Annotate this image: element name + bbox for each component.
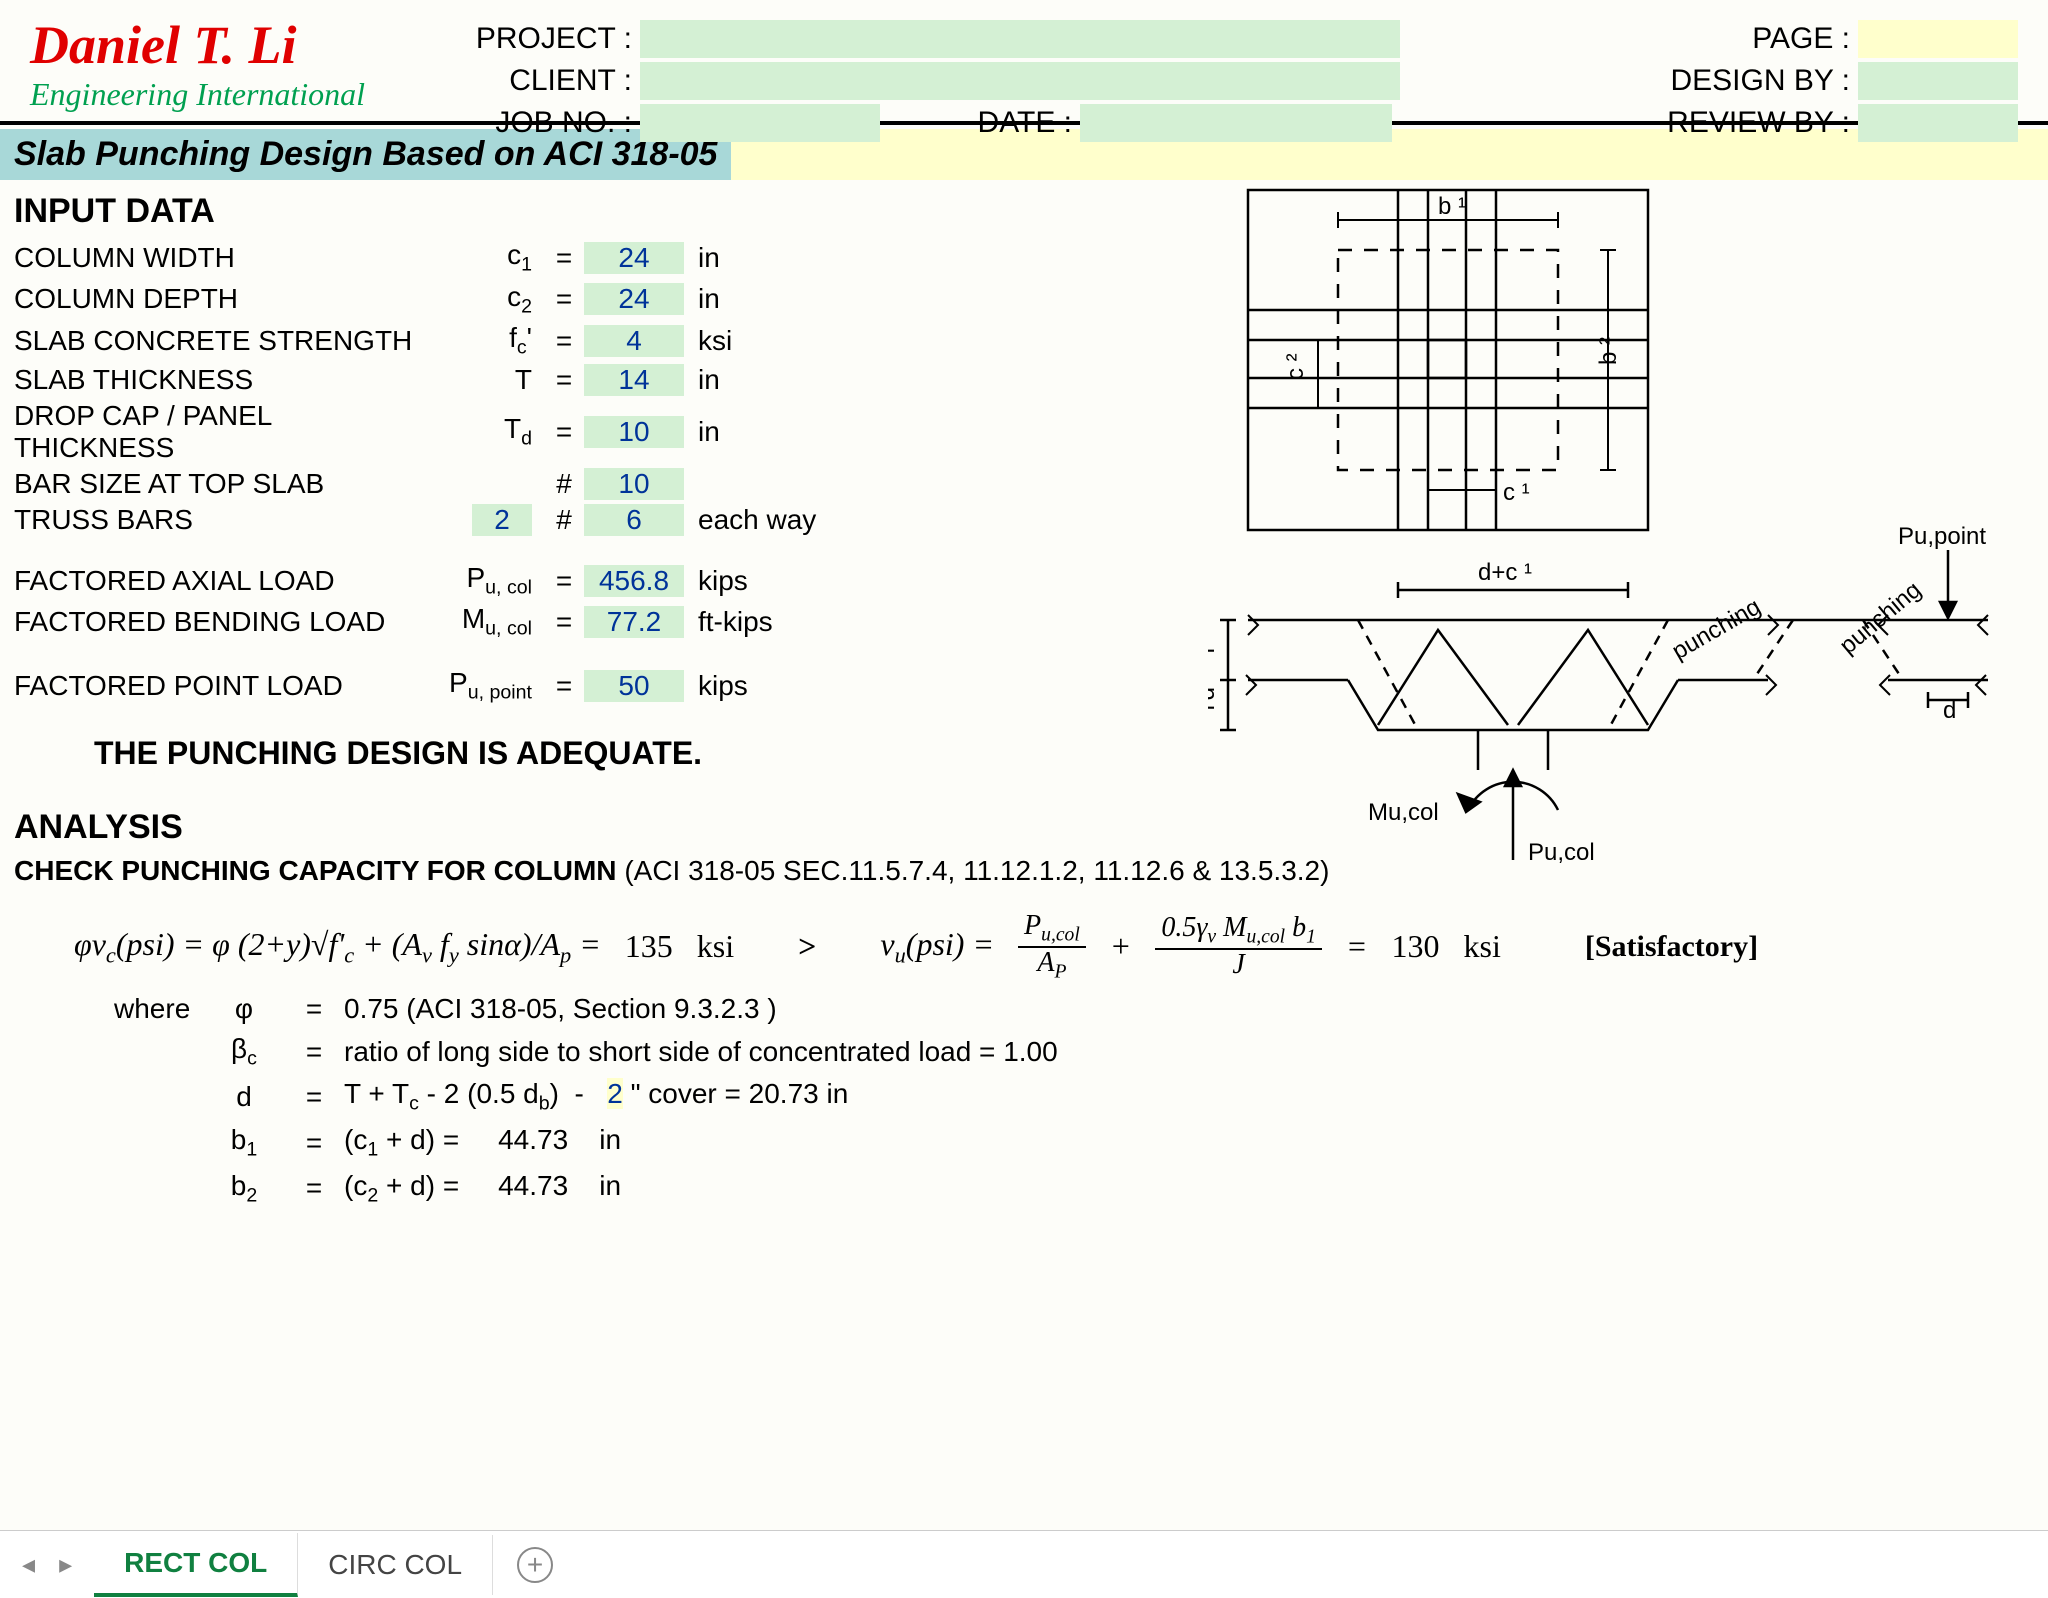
- svg-text:Td: Td: [1208, 687, 1220, 715]
- input-Pu[interactable]: 456.8: [584, 565, 684, 597]
- svg-text:Pu,point: Pu,point: [1898, 523, 1986, 550]
- tab-nav: ◂ ▸: [0, 1545, 94, 1584]
- svg-text:Pu,col: Pu,col: [1528, 839, 1595, 866]
- label-date: DATE :: [880, 106, 1080, 140]
- input-Td[interactable]: 10: [584, 416, 684, 448]
- diagrams: b ¹ b ² c ² c ¹: [1208, 180, 2028, 905]
- svg-text:b ²: b ²: [1595, 337, 1622, 365]
- label-reviewby: REVIEW BY :: [1598, 106, 1858, 140]
- header: Daniel T. Li Engineering International P…: [0, 0, 2048, 113]
- svg-text:b ¹: b ¹: [1438, 193, 1466, 220]
- svg-text:punching: punching: [1668, 593, 1766, 665]
- sheet-tabs: ◂ ▸ RECT COL CIRC COL +: [0, 1530, 2048, 1598]
- content: INPUT DATA COLUMN WIDTH c1 = 24 in COLUM…: [0, 180, 2048, 1207]
- tab-rect-col[interactable]: RECT COL: [94, 1533, 298, 1597]
- field-project[interactable]: [640, 20, 1400, 58]
- label-page: PAGE :: [1598, 22, 1858, 56]
- svg-text:d+c ¹: d+c ¹: [1478, 559, 1532, 586]
- input-T[interactable]: 14: [584, 364, 684, 396]
- satisfactory: [Satisfactory]: [1585, 930, 1758, 964]
- input-Pup[interactable]: 50: [584, 670, 684, 702]
- input-c1[interactable]: 24: [584, 242, 684, 274]
- svg-text:punching: punching: [1835, 576, 1927, 659]
- label-designby: DESIGN BY :: [1598, 64, 1858, 98]
- label-jobno: JOB NO. :: [440, 106, 640, 140]
- tab-circ-col[interactable]: CIRC COL: [298, 1535, 493, 1595]
- field-jobno[interactable]: [640, 104, 880, 142]
- input-bar[interactable]: 10: [584, 468, 684, 500]
- field-page[interactable]: [1858, 20, 2018, 58]
- svg-text:c ¹: c ¹: [1503, 479, 1530, 506]
- nav-last-icon[interactable]: ▸: [51, 1545, 80, 1584]
- nav-first-icon[interactable]: ◂: [14, 1545, 43, 1584]
- svg-text:T: T: [1208, 643, 1220, 658]
- field-reviewby[interactable]: [1858, 104, 2018, 142]
- label-client: CLIENT :: [440, 64, 640, 98]
- diagram-svg: b ¹ b ² c ² c ¹: [1208, 180, 2028, 900]
- input-cover[interactable]: 2: [607, 1078, 623, 1109]
- formula-row: φvc(psi) = φ (2+y)√f'c + (Av fy sinα)/Ap…: [74, 911, 2018, 983]
- svg-text:d: d: [1943, 697, 1956, 724]
- input-truss-qty[interactable]: 2: [472, 504, 532, 536]
- plus-icon: +: [517, 1547, 553, 1583]
- field-date[interactable]: [1080, 104, 1392, 142]
- field-client[interactable]: [640, 62, 1400, 100]
- header-fields-right: PAGE : DESIGN BY : REVIEW BY :: [1598, 18, 2018, 144]
- where-block: where φ= 0.75 (ACI 318-05, Section 9.3.2…: [114, 993, 2018, 1207]
- label-project: PROJECT :: [440, 22, 640, 56]
- tab-add[interactable]: +: [493, 1537, 577, 1593]
- input-c2[interactable]: 24: [584, 283, 684, 315]
- input-truss-size[interactable]: 6: [584, 504, 684, 536]
- input-fc[interactable]: 4: [584, 325, 684, 357]
- input-Mu[interactable]: 77.2: [584, 606, 684, 638]
- svg-text:c ²: c ²: [1282, 353, 1309, 380]
- svg-text:Mu,col: Mu,col: [1368, 799, 1439, 826]
- field-designby[interactable]: [1858, 62, 2018, 100]
